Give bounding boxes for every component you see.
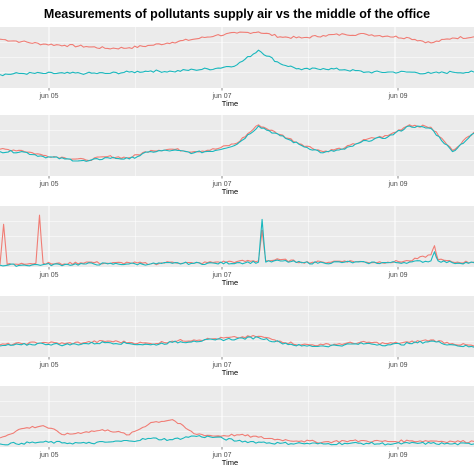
- x-tick-label: jun 07: [211, 181, 231, 188]
- series-line-2: [0, 435, 474, 446]
- x-tick-label: jun 05: [38, 272, 58, 279]
- x-tick-label: jun 05: [38, 452, 58, 459]
- panel-5: jun 05 jun 07 jun 09 Time: [0, 386, 474, 467]
- series-line-1: [0, 31, 474, 50]
- x-tick-label: jun 05: [38, 181, 58, 188]
- series-line-2: [0, 125, 474, 162]
- x-tick-label: jun 09: [387, 93, 407, 100]
- x-tick-label: jun 07: [211, 93, 231, 100]
- x-tick-label: jun 09: [387, 272, 407, 279]
- x-axis-label: Time: [222, 187, 238, 196]
- chart-title: Measurements of pollutants supply air vs…: [44, 7, 430, 21]
- series-line-1: [0, 124, 474, 162]
- series-line-1: [0, 214, 474, 266]
- x-tick-label: jun 09: [387, 181, 407, 188]
- x-tick-label: jun 09: [387, 362, 407, 369]
- panel-3: jun 05 jun 07 jun 09 Time: [0, 206, 474, 287]
- x-axis-label: Time: [222, 99, 238, 108]
- x-axis-label: Time: [222, 458, 238, 467]
- x-axis-label: Time: [222, 368, 238, 377]
- series-line-2: [0, 49, 474, 77]
- x-tick-label: jun 07: [211, 452, 231, 459]
- x-tick-label: jun 07: [211, 272, 231, 279]
- panel-1: jun 05 jun 07 jun 09 Time: [0, 27, 474, 108]
- panel-2: jun 05 jun 07 jun 09 Time: [0, 115, 474, 196]
- x-tick-label: jun 09: [387, 452, 407, 459]
- x-tick-label: jun 05: [38, 362, 58, 369]
- series-line-1: [0, 419, 474, 444]
- series-line-2: [0, 218, 474, 267]
- panel-4: jun 05 jun 07 jun 09 Time: [0, 296, 474, 377]
- series-line-2: [0, 336, 474, 348]
- x-axis-label: Time: [222, 278, 238, 287]
- x-tick-label: jun 05: [38, 93, 58, 100]
- series-line-1: [0, 334, 474, 347]
- x-tick-label: jun 07: [211, 362, 231, 369]
